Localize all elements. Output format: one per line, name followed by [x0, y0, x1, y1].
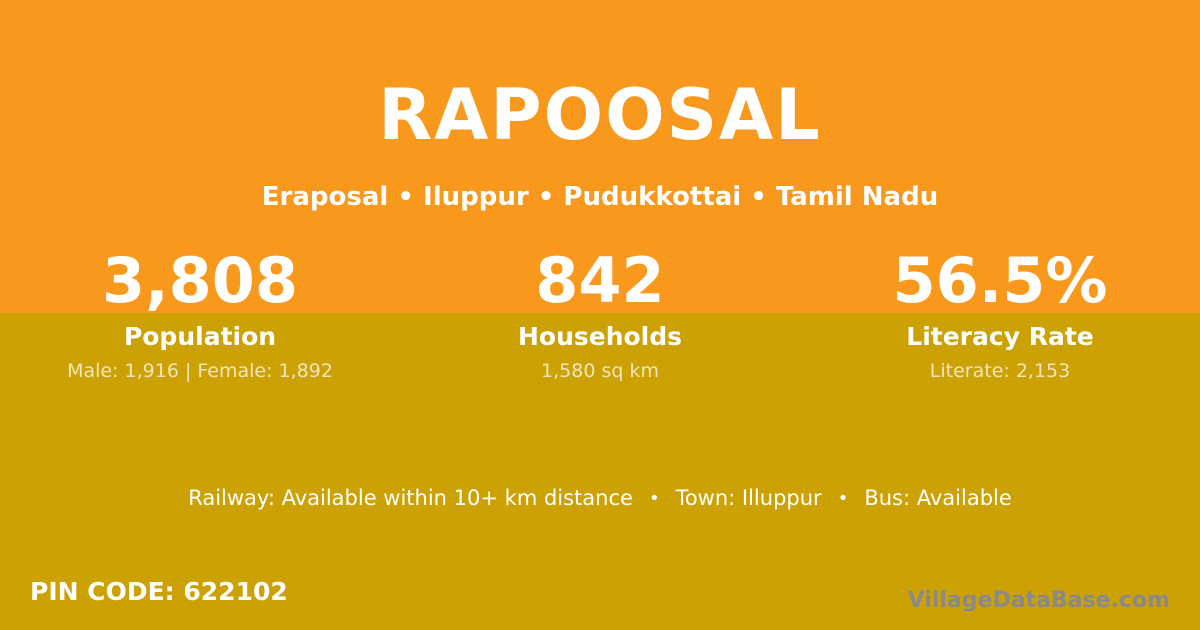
town-info: Town: Illuppur: [675, 486, 822, 510]
stat-households: 842 Households 1,580 sq km: [400, 248, 800, 383]
households-label: Households: [517, 322, 683, 351]
amenities-line: Railway: Available within 10+ km distanc…: [0, 484, 1200, 513]
bus-info: Bus: Available: [864, 486, 1012, 510]
village-title: RAPOOSAL: [378, 74, 822, 156]
population-label: Population: [123, 322, 277, 351]
stats-row: 3,808 Population Male: 1,916 | Female: 1…: [0, 248, 1200, 383]
bullet-separator: •: [837, 488, 849, 509]
village-breadcrumb: Eraposal • Iluppur • Pudukkottai • Tamil…: [261, 182, 939, 212]
households-detail: 1,580 sq km: [541, 360, 659, 382]
bullet-separator: •: [648, 488, 660, 509]
gold-body-section: [0, 313, 1200, 630]
literacy-detail: Literate: 2,153: [929, 360, 1071, 382]
population-value: 3,808: [101, 244, 299, 317]
watermark-villagedatabase: VillageDataBase.com: [907, 588, 1170, 613]
literacy-label: Literacy Rate: [906, 322, 1094, 351]
orange-header-section: [0, 0, 1200, 313]
stat-population: 3,808 Population Male: 1,916 | Female: 1…: [0, 248, 400, 383]
stat-literacy: 56.5% Literacy Rate Literate: 2,153: [800, 248, 1200, 383]
households-value: 842: [535, 244, 665, 317]
pin-code: PIN CODE: 622102: [30, 577, 288, 606]
population-detail: Male: 1,916 | Female: 1,892: [67, 360, 333, 382]
literacy-value: 56.5%: [892, 244, 1108, 317]
railway-info: Railway: Available within 10+ km distanc…: [188, 486, 633, 510]
